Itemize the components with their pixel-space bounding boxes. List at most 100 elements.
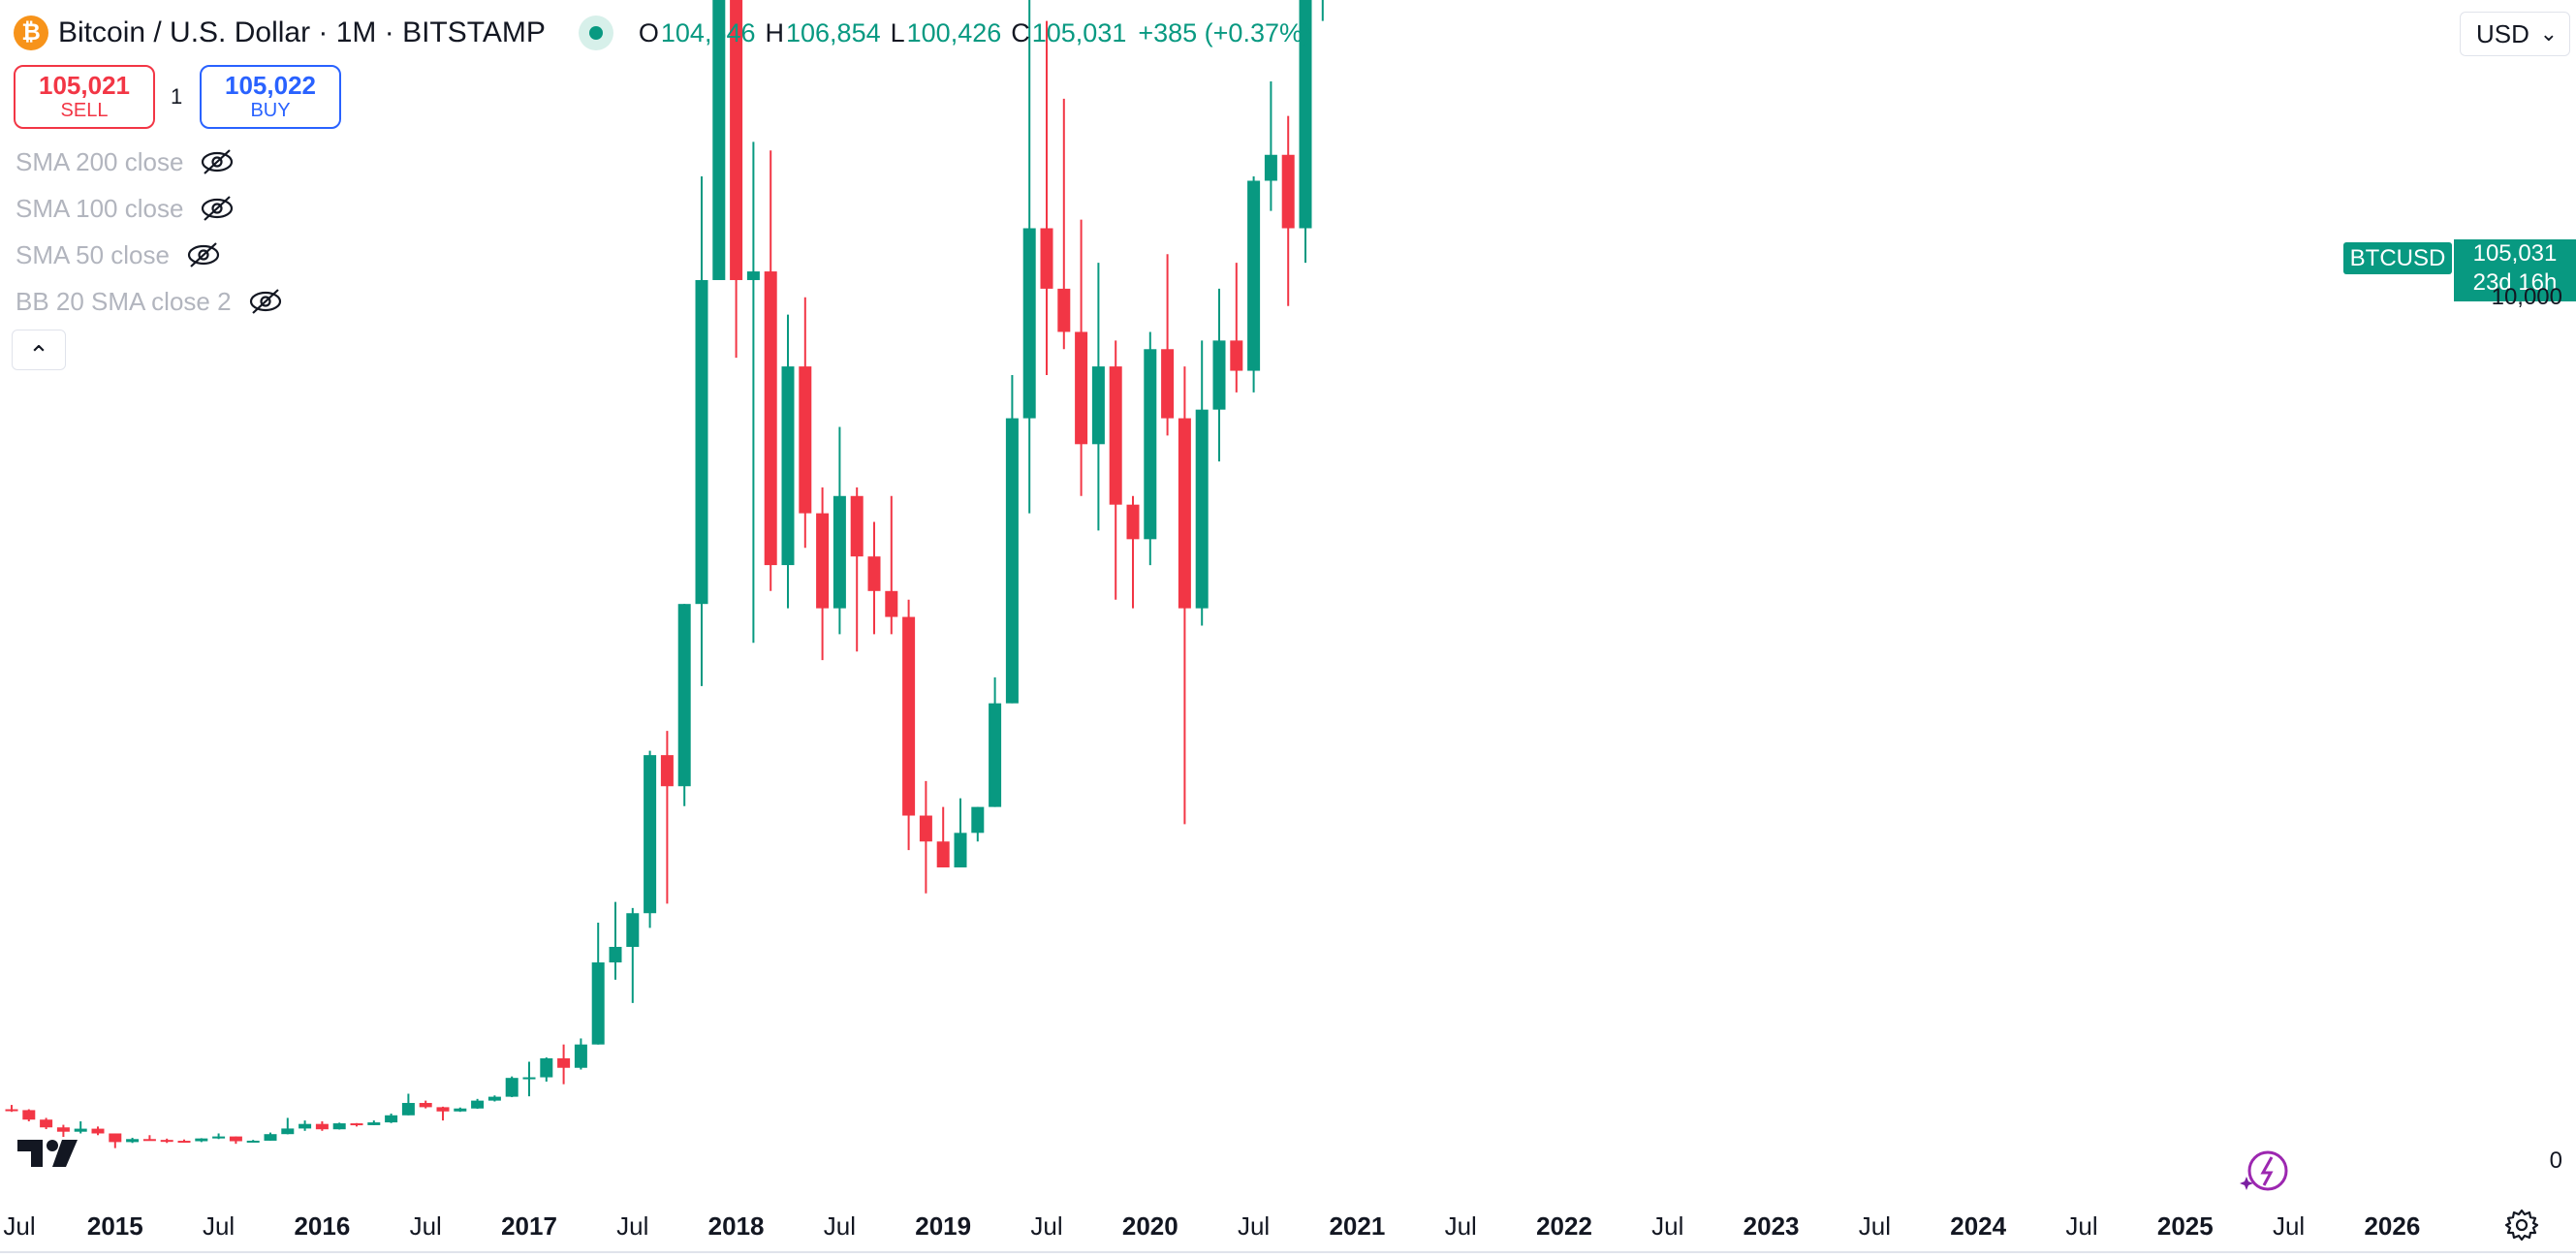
- candle[interactable]: [246, 1140, 260, 1143]
- indicator-sma100[interactable]: SMA 100 close: [16, 189, 236, 228]
- candle[interactable]: [109, 1133, 122, 1148]
- candle[interactable]: [1005, 375, 1019, 704]
- candle[interactable]: [5, 1105, 18, 1113]
- candle[interactable]: [919, 780, 932, 894]
- quantity[interactable]: 1: [171, 84, 183, 109]
- candle[interactable]: [1178, 366, 1191, 825]
- candle[interactable]: [454, 1107, 467, 1113]
- candle[interactable]: [1212, 288, 1226, 462]
- candle[interactable]: [419, 1100, 432, 1109]
- candle-body: [1091, 366, 1105, 445]
- candle[interactable]: [1247, 176, 1261, 393]
- candle[interactable]: [1075, 219, 1088, 496]
- candle[interactable]: [385, 1113, 398, 1123]
- candle[interactable]: [799, 297, 812, 549]
- candle[interactable]: [1144, 331, 1157, 566]
- candle[interactable]: [764, 150, 777, 591]
- candle[interactable]: [832, 426, 846, 635]
- candle[interactable]: [1126, 495, 1140, 609]
- candle[interactable]: [1264, 81, 1277, 211]
- eye-hidden-icon[interactable]: [185, 241, 222, 268]
- candle[interactable]: [315, 1121, 329, 1131]
- candle[interactable]: [40, 1117, 53, 1130]
- collapse-legend-button[interactable]: ⌃: [12, 330, 66, 370]
- candle[interactable]: [298, 1120, 312, 1131]
- candle[interactable]: [436, 1106, 450, 1121]
- candle[interactable]: [1161, 254, 1175, 436]
- candle[interactable]: [781, 314, 795, 609]
- candle[interactable]: [712, 0, 726, 280]
- candle[interactable]: [195, 1138, 208, 1143]
- candle[interactable]: [505, 1076, 518, 1098]
- buy-button[interactable]: 105,022 BUY: [200, 65, 341, 129]
- candle[interactable]: [1316, 0, 1329, 21]
- eye-hidden-icon[interactable]: [247, 288, 284, 315]
- candle[interactable]: [91, 1126, 105, 1136]
- candle[interactable]: [1057, 98, 1071, 350]
- candle[interactable]: [1040, 20, 1053, 376]
- assistant-icon[interactable]: [2239, 1149, 2291, 1194]
- candle[interactable]: [867, 521, 881, 635]
- candle[interactable]: [350, 1122, 363, 1127]
- candle[interactable]: [74, 1121, 87, 1134]
- candle[interactable]: [730, 0, 743, 359]
- candle[interactable]: [229, 1136, 242, 1145]
- candle[interactable]: [281, 1117, 295, 1135]
- candle[interactable]: [557, 1044, 571, 1085]
- candle[interactable]: [401, 1093, 415, 1116]
- candle[interactable]: [626, 907, 640, 1003]
- indicator-sma50[interactable]: SMA 50 close: [16, 236, 222, 274]
- indicator-bb20[interactable]: BB 20 SMA close 2: [16, 282, 284, 321]
- indicator-sma200[interactable]: SMA 200 close: [16, 142, 236, 181]
- candle[interactable]: [56, 1124, 70, 1138]
- candle[interactable]: [212, 1133, 226, 1140]
- candle[interactable]: [22, 1109, 36, 1122]
- candle[interactable]: [746, 142, 760, 644]
- candle[interactable]: [850, 487, 864, 652]
- candle[interactable]: [540, 1057, 553, 1083]
- candle[interactable]: [644, 750, 657, 928]
- candle[interactable]: [989, 676, 1002, 807]
- candle[interactable]: [885, 495, 898, 635]
- candle[interactable]: [142, 1135, 156, 1142]
- eye-hidden-icon[interactable]: [199, 195, 236, 222]
- candle[interactable]: [1195, 340, 1209, 626]
- tradingview-logo-icon[interactable]: [17, 1138, 81, 1169]
- candle[interactable]: [126, 1137, 140, 1144]
- candle[interactable]: [677, 604, 691, 806]
- candle[interactable]: [264, 1132, 277, 1142]
- candle[interactable]: [609, 901, 622, 980]
- symbol-title[interactable]: Bitcoin / U.S. Dollar · 1M · BITSTAMP: [58, 16, 546, 48]
- candle-body: [109, 1133, 122, 1143]
- candle[interactable]: [1299, 0, 1312, 264]
- candle[interactable]: [936, 806, 950, 867]
- candle[interactable]: [487, 1095, 501, 1102]
- currency-select[interactable]: USD ⌄: [2460, 12, 2570, 56]
- candle[interactable]: [367, 1120, 381, 1126]
- candle[interactable]: [1109, 340, 1122, 600]
- candle[interactable]: [1022, 0, 1036, 514]
- candle[interactable]: [574, 1038, 587, 1070]
- candle[interactable]: [522, 1061, 536, 1097]
- candle[interactable]: [816, 487, 830, 661]
- candle[interactable]: [660, 731, 674, 904]
- settings-gear-icon[interactable]: [2504, 1208, 2539, 1242]
- candle[interactable]: [177, 1139, 191, 1144]
- candle-body: [350, 1123, 363, 1126]
- candle[interactable]: [954, 798, 967, 867]
- candle[interactable]: [695, 176, 708, 686]
- price-tick-label: 0: [2549, 1148, 2562, 1174]
- candle[interactable]: [1091, 263, 1105, 531]
- candle[interactable]: [591, 923, 605, 1045]
- sell-button[interactable]: 105,021 SELL: [14, 65, 155, 129]
- candle[interactable]: [471, 1098, 485, 1110]
- eye-hidden-icon[interactable]: [199, 148, 236, 175]
- candle[interactable]: [160, 1138, 173, 1144]
- candle[interactable]: [1281, 115, 1295, 306]
- candle[interactable]: [971, 806, 985, 842]
- candle[interactable]: [1230, 263, 1243, 393]
- candle[interactable]: [332, 1122, 346, 1130]
- candle[interactable]: [902, 599, 916, 851]
- sell-label: SELL: [60, 100, 109, 121]
